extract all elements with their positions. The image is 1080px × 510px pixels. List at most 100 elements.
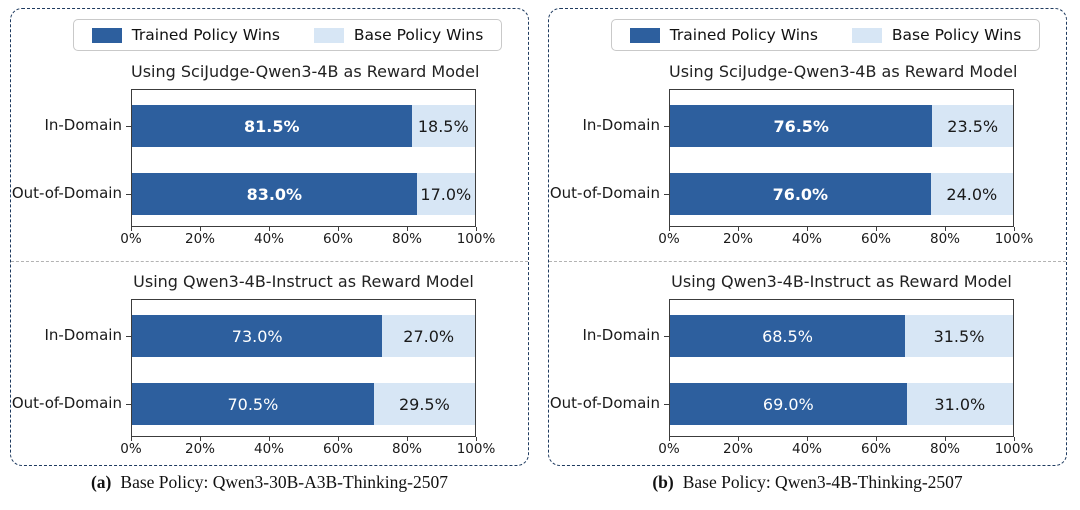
base-policy-legend-label: Base Policy Wins xyxy=(891,26,1022,44)
legend-item-trained: Trained Policy Wins xyxy=(91,26,280,44)
x-tick xyxy=(338,437,339,441)
x-tick xyxy=(200,437,201,441)
legend-b: Trained Policy Wins Base Policy Wins xyxy=(610,19,1041,51)
trained-segment: 76.0% xyxy=(670,173,931,215)
chart-a-instruct: Using Qwen3-4B-Instruct as Reward Model … xyxy=(11,272,520,459)
bar-in-domain: 81.5% 18.5% xyxy=(132,105,475,147)
y-label-out-of-domain: Out-of-Domain xyxy=(549,394,660,412)
x-tick-label: 0% xyxy=(658,441,680,457)
x-tick xyxy=(1014,227,1015,231)
trained-value-label: 76.5% xyxy=(773,116,829,136)
base-segment: 29.5% xyxy=(373,383,475,425)
y-label-in-domain: In-Domain xyxy=(582,326,660,344)
x-tick xyxy=(738,227,739,231)
caption-b-tag: (b) xyxy=(652,472,674,492)
x-tick-label: 80% xyxy=(391,231,423,247)
x-tick-label: 100% xyxy=(456,231,496,247)
x-tick-label: 60% xyxy=(322,441,354,457)
trained-segment: 68.5% xyxy=(670,315,905,357)
bar-out-of-domain: 83.0% 17.0% xyxy=(132,173,475,215)
y-label-in-domain: In-Domain xyxy=(44,116,122,134)
chart-divider xyxy=(11,261,528,262)
bar-in-domain: 68.5% 31.5% xyxy=(670,315,1013,357)
base-value-label: 31.0% xyxy=(934,394,986,414)
bar-in-domain: 73.0% 27.0% xyxy=(132,315,475,357)
y-label-out-of-domain: Out-of-Domain xyxy=(549,184,660,202)
y-axis-labels: In-Domain Out-of-Domain xyxy=(549,299,669,437)
trained-segment: 83.0% xyxy=(132,173,417,215)
x-tick-label: 20% xyxy=(184,231,216,247)
x-tick-label: 80% xyxy=(929,441,961,457)
x-tick xyxy=(476,437,477,441)
y-axis-labels: In-Domain Out-of-Domain xyxy=(11,89,131,227)
x-tick xyxy=(876,437,877,441)
caption-b-text: Base Policy: Qwen3-4B-Thinking-2507 xyxy=(682,472,963,492)
base-value-label: 18.5% xyxy=(417,116,469,136)
legend-a: Trained Policy Wins Base Policy Wins xyxy=(72,19,503,51)
x-tick-label: 20% xyxy=(184,441,216,457)
base-policy-legend-label: Base Policy Wins xyxy=(353,26,484,44)
x-tick xyxy=(476,227,477,231)
trained-value-label: 83.0% xyxy=(246,184,303,204)
plot-area: 81.5% 18.5% 83.0% 17.0% xyxy=(126,89,476,227)
x-tick-label: 80% xyxy=(391,441,423,457)
trained-policy-swatch xyxy=(629,27,660,43)
trained-segment: 70.5% xyxy=(132,383,374,425)
x-tick-label: 60% xyxy=(860,231,892,247)
x-tick xyxy=(407,437,408,441)
bar-in-domain: 76.5% 23.5% xyxy=(670,105,1013,147)
x-tick-label: 60% xyxy=(322,231,354,247)
trained-value-label: 76.0% xyxy=(772,184,829,204)
chart-title: Using Qwen3-4B-Instruct as Reward Model xyxy=(133,272,474,291)
x-tick xyxy=(200,227,201,231)
x-axis: 0% 20% 40% 60% 80% 100% xyxy=(120,227,495,249)
x-axis: 0% 20% 40% 60% 80% 100% xyxy=(658,437,1033,459)
caption-b: (b) Base Policy: Qwen3-4B-Thinking-2507 xyxy=(548,472,1067,493)
plot-area: 76.5% 23.5% 76.0% 24.0% xyxy=(664,89,1014,227)
x-tick xyxy=(945,227,946,231)
base-value-label: 27.0% xyxy=(403,326,455,346)
y-label-out-of-domain: Out-of-Domain xyxy=(11,394,122,412)
plot-area: 73.0% 27.0% 70.5% 29.5% xyxy=(126,299,476,437)
chart-title: Using SciJudge-Qwen3-4B as Reward Model xyxy=(131,62,480,81)
trained-value-label: 68.5% xyxy=(762,326,813,346)
x-tick-label: 80% xyxy=(929,231,961,247)
x-tick-label: 20% xyxy=(722,231,754,247)
base-segment: 17.0% xyxy=(416,173,475,215)
caption-a-text: Base Policy: Qwen3-30B-A3B-Thinking-2507 xyxy=(120,472,448,492)
x-axis: 0% 20% 40% 60% 80% 100% xyxy=(120,437,495,459)
base-segment: 31.5% xyxy=(904,315,1013,357)
chart-divider xyxy=(549,261,1066,262)
x-tick-label: 100% xyxy=(994,441,1034,457)
caption-a: (a) Base Policy: Qwen3-30B-A3B-Thinking-2… xyxy=(10,472,529,493)
y-axis-labels: In-Domain Out-of-Domain xyxy=(549,89,669,227)
chart-b-scijudge: Using SciJudge-Qwen3-4B as Reward Model … xyxy=(549,62,1058,249)
x-tick xyxy=(407,227,408,231)
trained-value-label: 81.5% xyxy=(244,116,300,136)
x-tick xyxy=(1014,437,1015,441)
x-tick-label: 60% xyxy=(860,441,892,457)
base-segment: 24.0% xyxy=(930,173,1013,215)
plot-row: In-Domain Out-of-Domain 68.5% 31.5% 69.0… xyxy=(549,299,1058,437)
trained-policy-legend-label: Trained Policy Wins xyxy=(131,26,280,44)
base-policy-swatch xyxy=(313,27,344,43)
x-tick-label: 0% xyxy=(120,441,142,457)
trained-segment: 69.0% xyxy=(670,383,907,425)
legend-item-base: Base Policy Wins xyxy=(313,26,484,44)
chart-b-instruct: Using Qwen3-4B-Instruct as Reward Model … xyxy=(549,272,1058,459)
x-tick-label: 40% xyxy=(253,231,285,247)
panel-b: Trained Policy Wins Base Policy Wins Usi… xyxy=(548,8,1067,466)
base-value-label: 31.5% xyxy=(933,326,985,346)
legend-item-base: Base Policy Wins xyxy=(851,26,1022,44)
y-label-out-of-domain: Out-of-Domain xyxy=(11,184,122,202)
caption-a-tag: (a) xyxy=(90,472,112,492)
x-tick xyxy=(669,227,670,231)
x-tick xyxy=(269,437,270,441)
y-label-in-domain: In-Domain xyxy=(44,326,122,344)
chart-a-scijudge: Using SciJudge-Qwen3-4B as Reward Model … xyxy=(11,62,520,249)
trained-value-label: 69.0% xyxy=(762,394,814,414)
panels-row: Trained Policy Wins Base Policy Wins Usi… xyxy=(10,8,1067,466)
y-tick xyxy=(126,194,131,195)
bar-out-of-domain: 76.0% 24.0% xyxy=(670,173,1013,215)
